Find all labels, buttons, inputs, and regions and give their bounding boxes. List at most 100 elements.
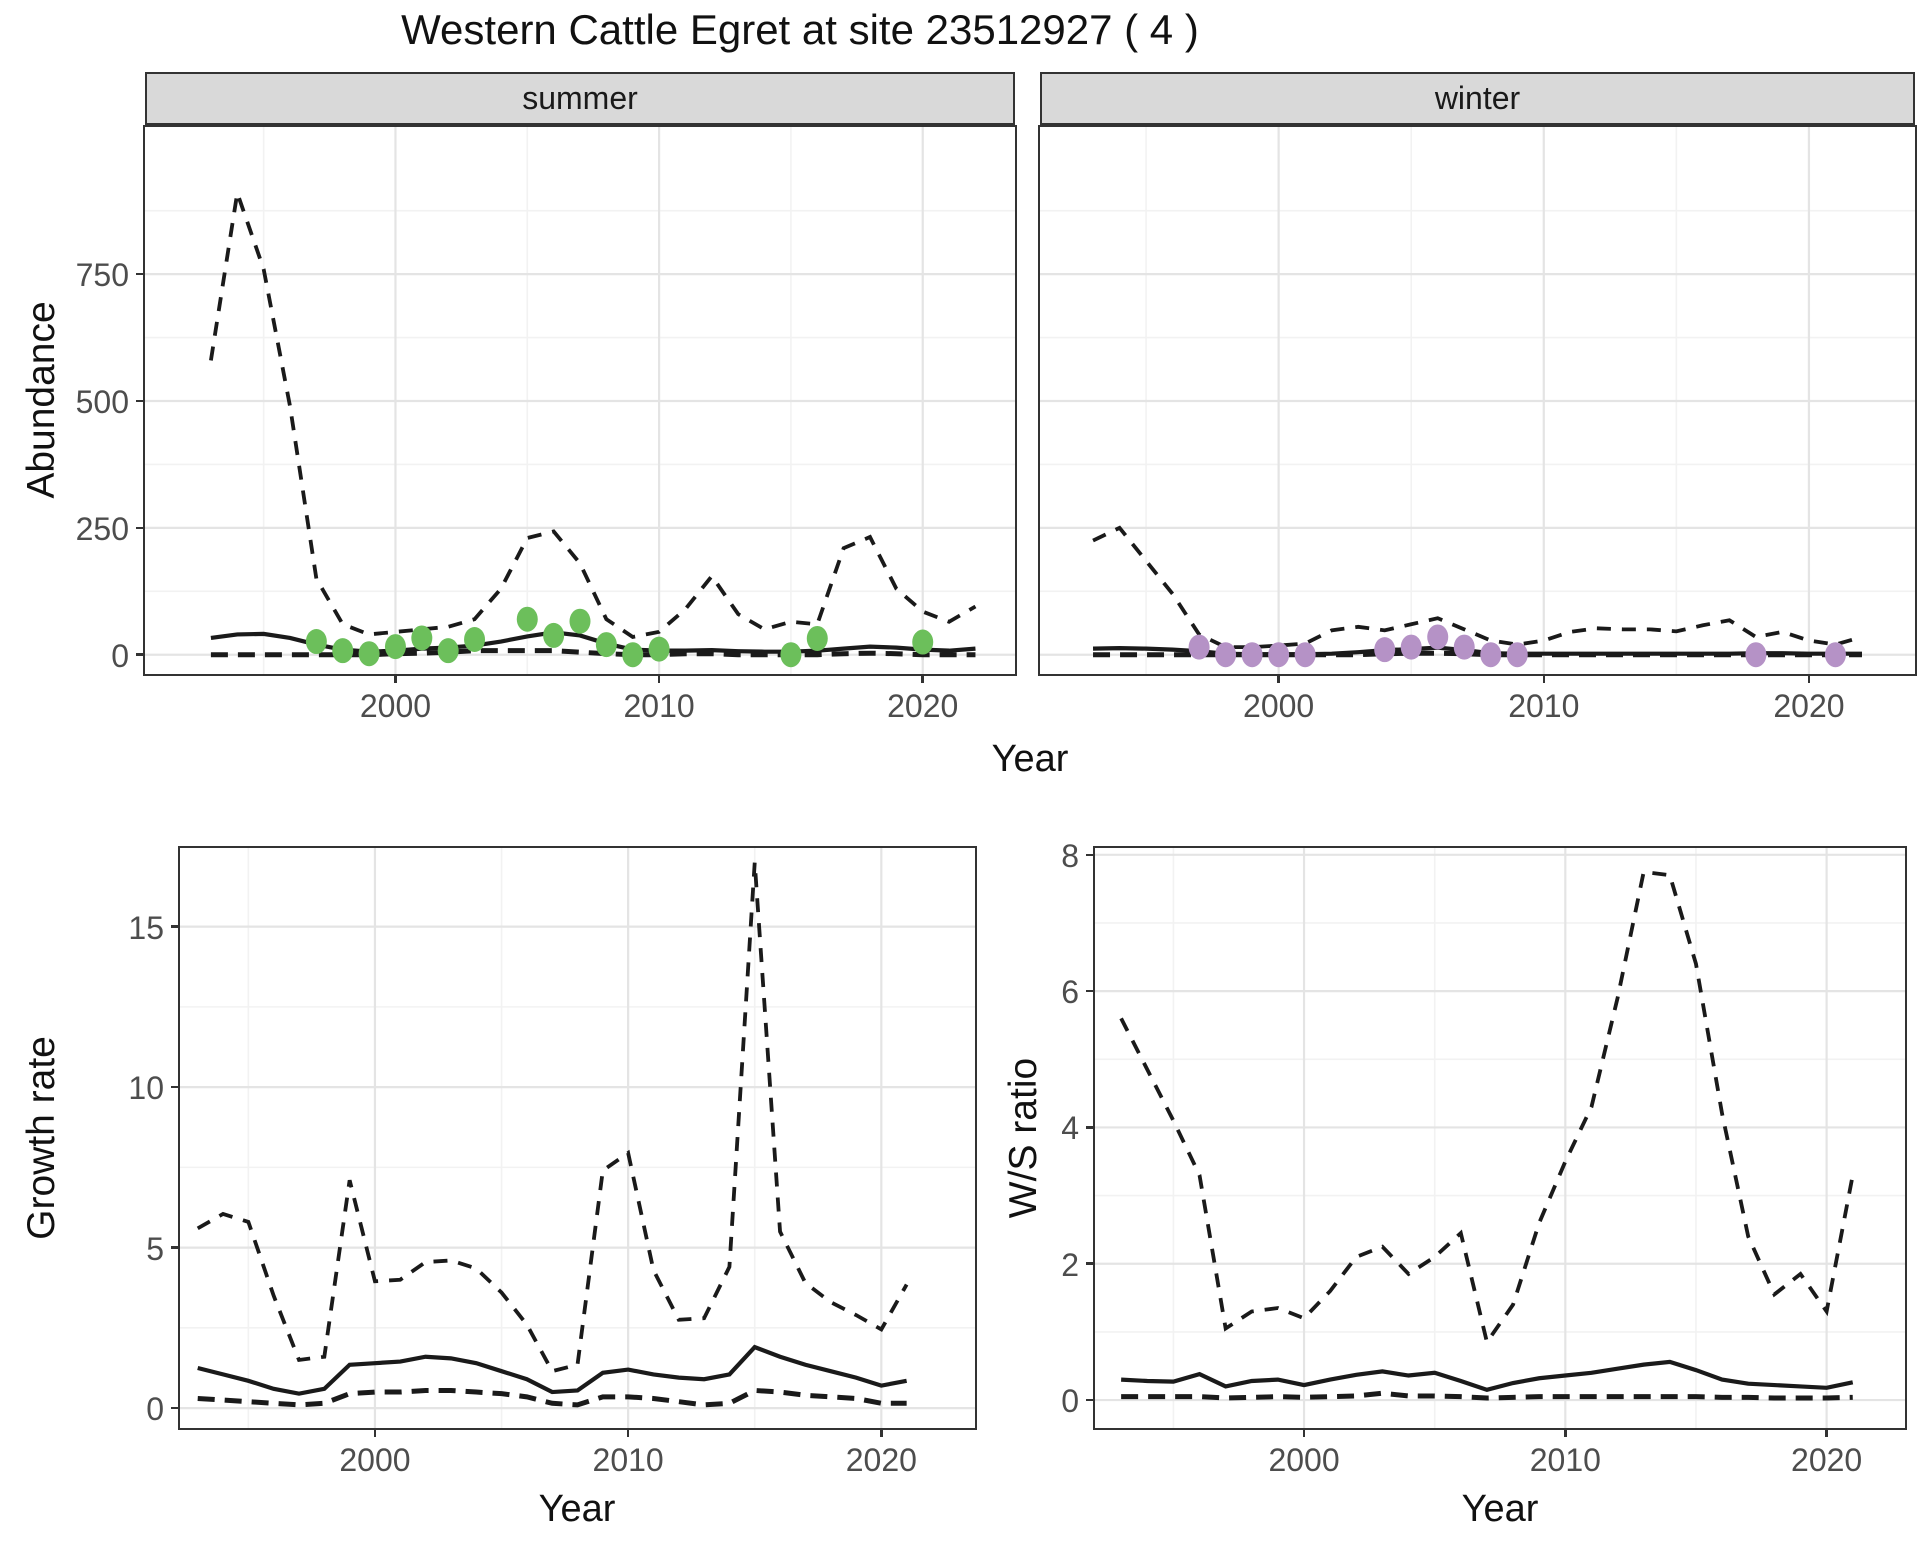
- winter-observations-point: [1745, 642, 1767, 668]
- abundance-winter-lower-quantile-line: [1093, 650, 1862, 658]
- x-tick-mark: [880, 1428, 883, 1437]
- y-tick-label: 750: [75, 257, 129, 294]
- x-tick-mark: [1807, 674, 1811, 683]
- ws-ratio-median-line: [1121, 1359, 1854, 1393]
- summer-observations-point: [384, 634, 406, 660]
- x-tick-label: 2020: [1773, 688, 1845, 724]
- growth-rate-plot-area: [180, 848, 975, 1428]
- summer-observations-point: [569, 608, 591, 634]
- growth-rate-upper-quantile-line: [196, 862, 909, 1374]
- y-tick-label: 2: [1061, 1246, 1079, 1283]
- x-tick-label: 2020: [1791, 1442, 1863, 1478]
- summer-observations-point: [437, 638, 459, 664]
- y-tick-mark: [171, 1246, 180, 1249]
- x-tick-mark: [657, 674, 661, 683]
- y-tick-label: 6: [1061, 974, 1079, 1011]
- y-axis-title-ws-ratio: W/S ratio: [1002, 1057, 1045, 1219]
- winter-observations-point: [1453, 634, 1475, 660]
- x-tick-label: 2000: [1243, 688, 1315, 724]
- facet-strip-summer-label: summer: [522, 80, 638, 116]
- winter-observations-point: [1427, 624, 1449, 650]
- summer-observations-point: [305, 629, 327, 655]
- x-tick-mark: [394, 674, 397, 683]
- x-tick-label: 2020: [887, 688, 959, 724]
- y-tick-mark: [136, 653, 145, 656]
- summer-observations-point: [806, 625, 828, 651]
- summer-observations-point: [595, 632, 617, 658]
- x-tick-mark: [921, 674, 924, 683]
- x-tick-mark: [1302, 1428, 1306, 1437]
- winter-observations-point: [1188, 634, 1210, 660]
- y-tick-mark: [136, 399, 145, 403]
- y-tick-label: 0: [146, 1391, 164, 1428]
- y-tick-mark: [1086, 1262, 1095, 1265]
- y-tick-mark: [136, 526, 145, 530]
- x-tick-label: 2000: [359, 688, 432, 724]
- summer-observations-point: [332, 638, 354, 664]
- x-tick-label: 2010: [1529, 1442, 1601, 1478]
- y-tick-label: 5: [146, 1230, 164, 1267]
- y-tick-mark: [171, 1085, 180, 1089]
- winter-observations-point: [1480, 642, 1502, 668]
- x-tick-label: 2010: [592, 1442, 664, 1478]
- x-axis-title-year-top: Year: [991, 738, 1069, 780]
- x-tick-mark: [1277, 674, 1280, 683]
- x-tick-label: 2000: [1268, 1442, 1340, 1478]
- y-axis-title-growth-rate: Growth rate: [20, 1036, 63, 1240]
- y-tick-mark: [1086, 989, 1095, 993]
- facet-strip-summer: summer: [145, 72, 1015, 127]
- winter-observations-point: [1215, 642, 1237, 668]
- abundance-summer-lower-quantile-line: [210, 648, 976, 658]
- abundance-summer-plot-area: [145, 127, 1015, 674]
- growth-rate-panel: 2000 2010 2020 0 5 10 15: [128, 846, 977, 1476]
- summer-observations-point: [464, 626, 486, 652]
- winter-observations-point: [1374, 637, 1396, 663]
- y-tick-label: 250: [75, 510, 129, 547]
- ws-ratio-upper-quantile-line: [1119, 869, 1855, 1347]
- growth-rate-median-line: [197, 1344, 908, 1396]
- x-tick-mark: [1825, 1428, 1828, 1437]
- y-tick-label: 15: [128, 909, 164, 946]
- abundance-summer-panel: 2000 2010 2020 0 250 500 750: [76, 125, 1017, 722]
- summer-observations-point: [648, 636, 670, 662]
- summer-observations-point: [358, 641, 380, 667]
- y-tick-mark: [1086, 1398, 1095, 1402]
- winter-observations-point: [1241, 642, 1263, 668]
- ws-ratio-plot-area: [1095, 848, 1905, 1428]
- summer-observations-point: [912, 629, 934, 655]
- summer-observations-point: [780, 642, 802, 668]
- ws-ratio-panel: 2000 2010 2020 0 2 4 6 8: [1061, 840, 1907, 1476]
- y-axis-title-abundance: Abundance: [20, 301, 63, 499]
- y-tick-label: 4: [1061, 1110, 1079, 1147]
- summer-observations-point: [516, 606, 538, 632]
- page-title: Western Cattle Egret at site 23512927 ( …: [401, 6, 1199, 53]
- summer-observations-point: [543, 622, 565, 648]
- abundance-summer-upper-quantile-line: [209, 192, 977, 639]
- y-tick-mark: [1086, 1126, 1095, 1129]
- y-tick-mark: [171, 925, 180, 928]
- abundance-winter-upper-quantile-line: [1092, 525, 1863, 650]
- abundance-winter-panel: 2000 2010 2020: [1038, 125, 1917, 722]
- winter-observations-point: [1506, 642, 1528, 668]
- y-tick-label: 10: [128, 1070, 164, 1107]
- x-tick-mark: [373, 1428, 377, 1437]
- x-tick-label: 2020: [845, 1442, 917, 1478]
- growth-rate-lower-quantile-line: [197, 1387, 907, 1408]
- y-tick-label: 0: [1061, 1383, 1079, 1420]
- summer-observations-point: [622, 642, 644, 668]
- winter-observations-point: [1400, 634, 1422, 660]
- y-tick-label: 8: [1061, 837, 1079, 874]
- x-axis-title-year-ws: Year: [1461, 1488, 1539, 1530]
- x-tick-label: 2000: [339, 1442, 411, 1478]
- x-tick-mark: [1542, 674, 1546, 683]
- y-tick-mark: [171, 1406, 180, 1410]
- x-tick-label: 2010: [1508, 688, 1580, 724]
- x-tick-mark: [1564, 1428, 1567, 1437]
- x-axis-title-year-growth: Year: [538, 1488, 616, 1530]
- winter-observations-point: [1268, 642, 1290, 668]
- y-tick-mark: [136, 272, 145, 276]
- y-tick-mark: [1086, 853, 1095, 857]
- facet-strip-winter-label: winter: [1434, 80, 1521, 116]
- winter-observations-point: [1824, 642, 1846, 668]
